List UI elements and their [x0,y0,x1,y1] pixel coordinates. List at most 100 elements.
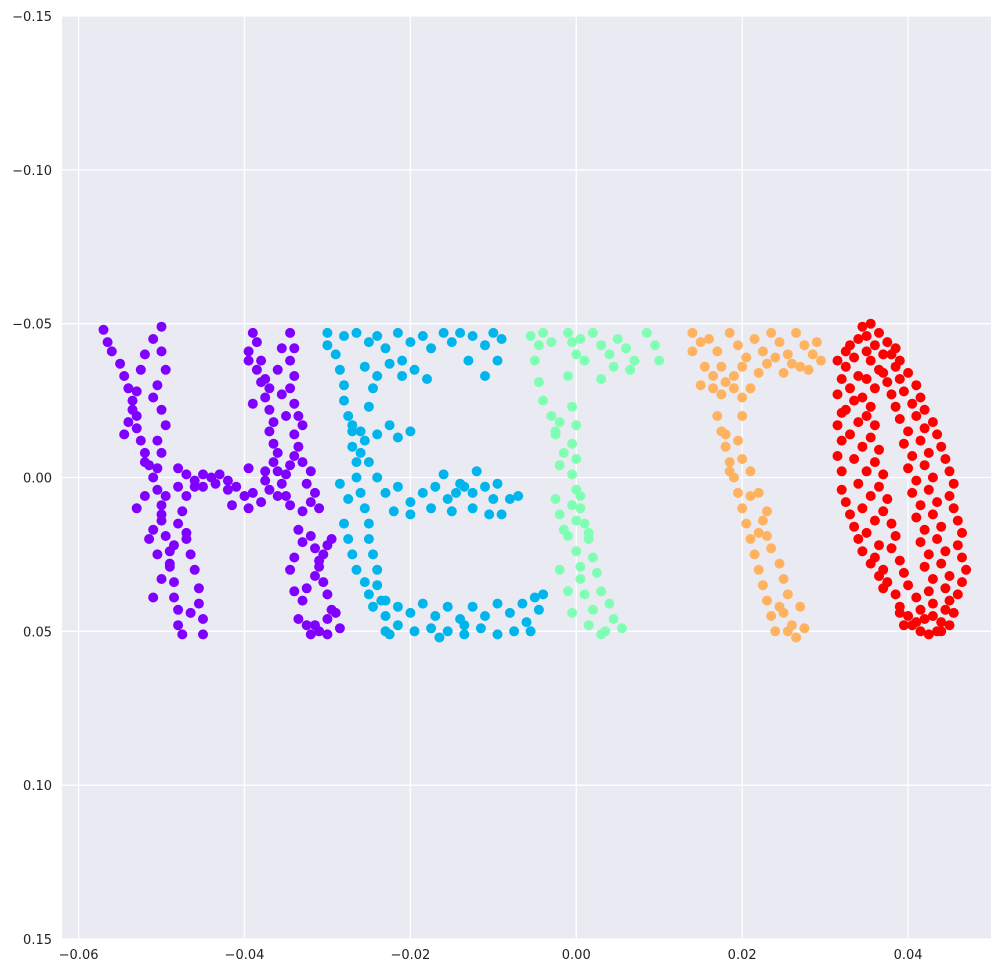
data-point [695,380,706,391]
data-point [898,620,909,631]
data-point [301,478,312,489]
data-point [575,491,586,501]
data-point [152,549,163,560]
data-point [757,580,768,591]
data-point [554,509,565,520]
data-point [222,475,233,486]
data-point [869,340,880,351]
data-point [405,426,416,437]
data-point [156,574,167,584]
data-point [181,469,192,480]
data-point [293,524,304,535]
x-tick-label: −0.04 [225,948,265,963]
data-point [919,404,930,415]
data-point [944,466,955,477]
data-point [874,571,884,581]
data-point [770,352,781,363]
data-point [927,472,938,483]
data-point [546,337,557,348]
data-point [770,626,781,637]
data-point [923,586,934,597]
data-point [363,534,374,544]
data-point [372,564,383,575]
data-point [857,321,868,332]
data-point [869,457,880,468]
data-point [351,564,362,575]
data-point [567,438,578,449]
data-point [164,558,175,569]
data-point [774,558,785,569]
data-point [467,487,478,498]
data-points [98,318,972,643]
data-point [160,491,171,501]
data-point [791,632,802,643]
data-point [853,478,864,489]
data-point [247,327,258,338]
data-point [923,484,934,495]
data-point [587,552,598,563]
data-point [936,558,947,569]
y-tick-label: −0.10 [12,164,52,179]
data-point [529,592,540,603]
x-tick-label: −0.06 [59,948,99,963]
data-point [840,346,851,357]
data-point [919,524,930,535]
data-point [861,411,872,421]
data-point [907,451,918,461]
data-point [836,407,847,418]
data-point [372,331,383,341]
data-point [857,546,868,557]
data-point [156,500,167,511]
data-point [894,555,905,566]
series-3 [525,327,665,640]
data-point [915,435,926,446]
data-point [314,503,325,514]
data-point [878,506,889,517]
data-point [496,509,507,520]
data-point [782,349,793,360]
data-point [185,549,196,560]
data-point [347,549,358,560]
data-point [832,389,843,400]
data-point [181,527,192,538]
data-point [148,472,159,483]
data-point [305,531,316,541]
data-point [538,327,549,338]
data-point [392,481,403,492]
data-point [961,564,972,575]
data-point [874,540,884,551]
data-point [119,371,130,381]
data-point [426,343,437,354]
data-point [944,571,955,581]
data-point [869,515,880,526]
series-4 [687,327,826,643]
data-point [492,629,503,640]
data-point [243,346,254,357]
data-point [604,349,615,360]
data-point [882,377,893,388]
data-point [911,411,922,421]
x-tick-label: 0.04 [894,948,923,963]
data-point [799,623,810,634]
data-point [285,327,296,338]
data-point [861,527,872,538]
data-point [865,432,876,443]
data-point [231,481,242,492]
data-point [766,543,777,554]
data-point [757,515,768,526]
data-point [181,491,192,501]
data-point [890,343,901,354]
y-tick-labels: −0.15 −0.10 −0.05 0.00 0.05 0.10 0.15 [12,10,52,948]
data-point [169,540,179,551]
data-point [579,589,590,600]
data-point [733,435,743,446]
data-point [305,466,316,477]
data-point [857,392,868,403]
data-point [579,518,590,529]
data-point [384,420,395,431]
data-point [845,383,855,394]
data-point [314,626,325,637]
data-point [762,531,772,541]
data-point [160,531,171,541]
data-point [148,334,159,344]
